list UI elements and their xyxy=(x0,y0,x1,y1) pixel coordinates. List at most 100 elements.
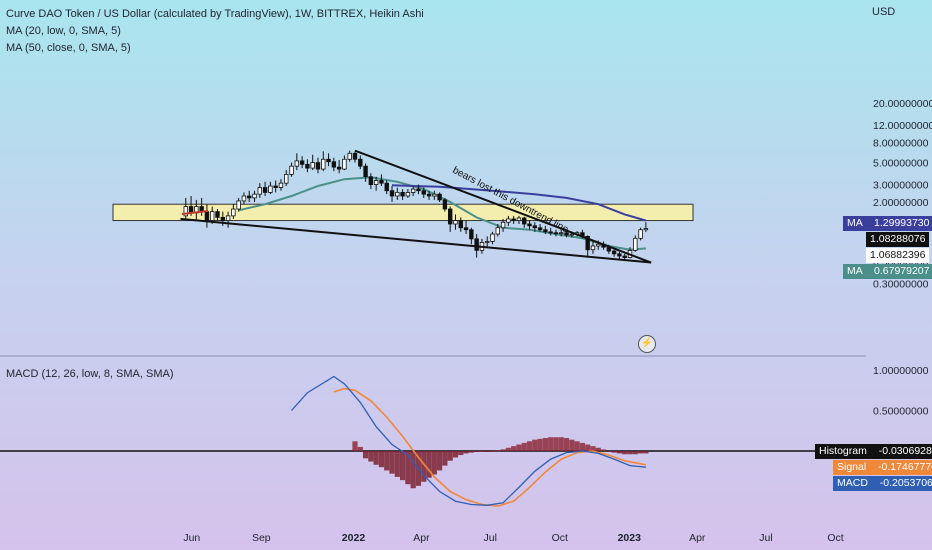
histogram-bar xyxy=(426,451,432,478)
candle-body xyxy=(416,188,421,192)
price-tick-label: 3.00000000 xyxy=(873,180,929,192)
price-pane: bears lost this downtrend line xyxy=(112,149,694,264)
histogram-bar xyxy=(479,451,485,452)
candle-body xyxy=(585,235,590,251)
histogram-bar xyxy=(574,441,580,451)
histogram-bar xyxy=(500,449,506,451)
histogram-bar xyxy=(585,444,591,451)
candle-body xyxy=(289,165,294,175)
candle-body xyxy=(548,231,553,234)
annotation-text: bears lost this downtrend line xyxy=(451,165,571,236)
histogram-bar xyxy=(558,437,564,451)
price-tick-label: 20.00000000 xyxy=(873,98,932,110)
candle-body xyxy=(458,220,463,229)
candle-body xyxy=(447,208,453,225)
histogram-bar xyxy=(521,442,527,451)
candle-body xyxy=(257,187,263,195)
ma20-tag-label: MA xyxy=(847,265,863,277)
candle-body xyxy=(315,162,321,170)
candle-body xyxy=(342,158,347,170)
histogram-bar xyxy=(384,451,390,471)
macd-tick-label: 1.00000000 xyxy=(873,365,929,377)
candle-body xyxy=(564,232,569,236)
candle-body xyxy=(241,195,247,202)
histogram-bar xyxy=(563,438,570,451)
symbol-title[interactable]: Curve DAO Token / US Dollar (calculated … xyxy=(6,8,424,20)
candle-body xyxy=(395,192,400,197)
price-tick-label: 2.00000000 xyxy=(873,197,929,209)
ma20-legend[interactable]: MA (20, low, 0, SMA, 5) xyxy=(6,25,121,37)
time-tick-label: Jul xyxy=(484,532,497,544)
histogram-bar xyxy=(637,451,644,454)
candle-body xyxy=(622,255,627,258)
signal-tag-value: -0.17467776 xyxy=(878,461,932,473)
candle-body xyxy=(305,163,310,169)
price-tick-label: 12.00000000 xyxy=(873,120,932,132)
candle-body xyxy=(516,217,522,221)
candle-body xyxy=(358,158,363,167)
ma50-legend[interactable]: MA (50, close, 0, SMA, 5) xyxy=(6,42,131,54)
histogram-tag-label: Histogram xyxy=(819,445,867,457)
histogram-bar xyxy=(484,451,490,452)
histogram-bar xyxy=(421,451,427,482)
candle-body xyxy=(553,232,559,235)
macd-line xyxy=(291,375,646,506)
histogram-bar xyxy=(468,451,474,453)
histogram-bar xyxy=(352,441,358,451)
candle-body xyxy=(252,193,257,199)
candle-body xyxy=(262,187,268,193)
candle-body xyxy=(511,218,516,221)
histogram-bar xyxy=(362,451,369,459)
histogram-bar xyxy=(357,446,363,451)
histogram-bar xyxy=(442,451,448,466)
axes: 20.00000000 12.00000000 8.00000000 5.000000… xyxy=(0,98,932,544)
candle-body xyxy=(352,152,358,160)
candle-body xyxy=(537,227,543,231)
histogram-bar xyxy=(616,451,623,454)
candle-body xyxy=(220,216,225,221)
candle-body xyxy=(463,227,469,231)
candle-body xyxy=(569,233,575,236)
candle-body xyxy=(527,223,532,227)
candle-body xyxy=(543,229,548,233)
candle-body xyxy=(204,211,210,221)
histogram-bar xyxy=(526,441,533,451)
histogram-bar xyxy=(495,450,501,452)
macd-tick-label: 0.50000000 xyxy=(873,406,929,418)
candle-body xyxy=(432,193,437,197)
histogram-bar xyxy=(399,451,406,481)
price-tick-label: 8.00000000 xyxy=(873,137,929,149)
currency-label: USD xyxy=(872,6,896,18)
candle-body xyxy=(559,232,564,235)
flash-icon[interactable]: ⚡ xyxy=(638,335,656,353)
histogram-bar xyxy=(600,449,607,451)
histogram-bar xyxy=(542,438,548,451)
histogram-bar xyxy=(474,451,480,452)
histogram-bar xyxy=(548,437,554,451)
candle-body xyxy=(426,193,432,197)
macd-tag: MACD -0.20537062 xyxy=(833,476,932,491)
candle-body xyxy=(215,211,220,218)
downtrend-line xyxy=(354,149,652,264)
ma50-tag-value: 1.29993730 xyxy=(874,217,930,229)
histogram-bar xyxy=(590,446,596,451)
support-zone xyxy=(112,203,694,222)
macd-legend[interactable]: MACD (12, 26, low, 8, SMA, SMA) xyxy=(6,368,174,380)
histogram-bar xyxy=(627,451,633,455)
macd-pane xyxy=(0,375,866,507)
candle-body xyxy=(633,237,638,251)
histogram-bar xyxy=(368,451,374,462)
time-tick-label: 2022 xyxy=(342,532,366,544)
candle-body xyxy=(284,173,289,184)
time-tick-label: 2023 xyxy=(618,532,642,544)
candle-body xyxy=(310,162,315,169)
histogram-bar xyxy=(511,446,517,451)
open-price-tag: 1.06882396 xyxy=(866,248,930,263)
histogram-bar xyxy=(537,438,543,451)
candle-body xyxy=(611,250,617,255)
candle-body xyxy=(183,206,188,217)
candle-body xyxy=(453,220,458,225)
histogram-bar xyxy=(611,451,617,453)
histogram-bar xyxy=(532,439,538,451)
